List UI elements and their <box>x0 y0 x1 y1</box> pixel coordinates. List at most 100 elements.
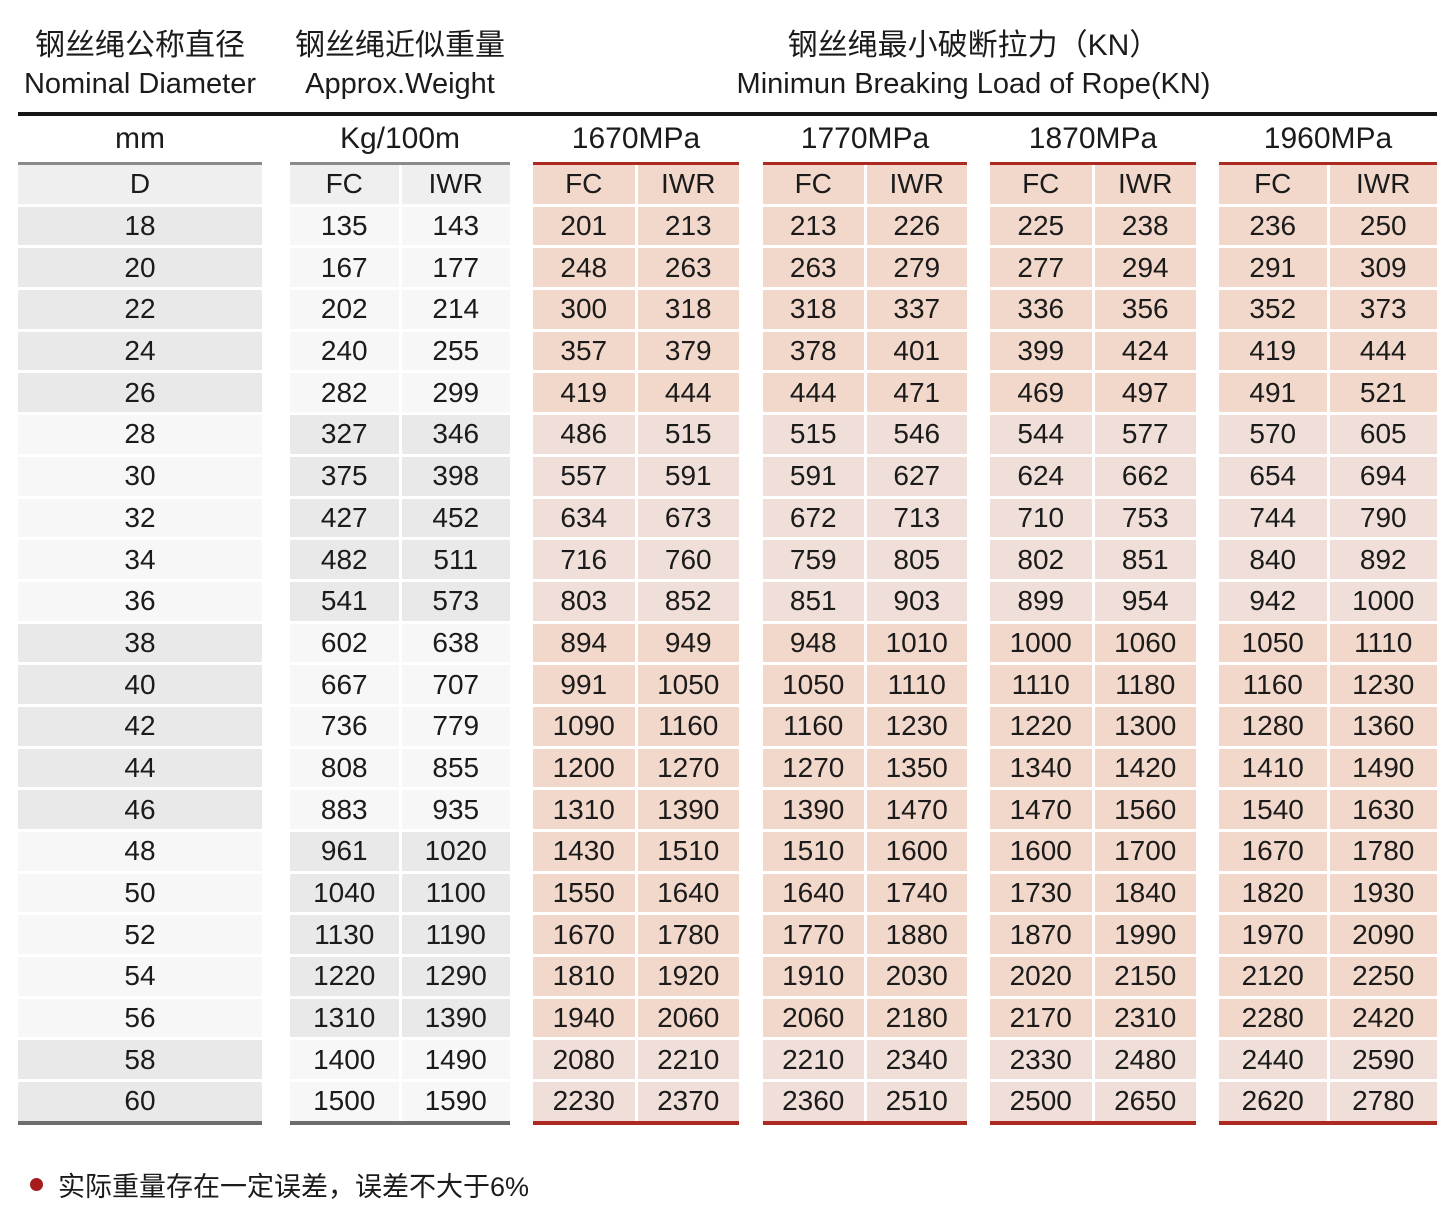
table-cell: 318 <box>637 290 739 329</box>
table-cell: 1230 <box>1329 665 1437 704</box>
table-cell: 263 <box>637 248 739 288</box>
table-cell: 1000 <box>990 623 1092 663</box>
table-cell: 855 <box>401 748 510 788</box>
table-cell: 1550 <box>533 873 635 913</box>
table-cell: 2650 <box>1094 1082 1196 1121</box>
table-cell: 38 <box>18 623 262 663</box>
rope-spec-table: mm D 18 20 22 24 26 28 30 32 34 36 38 40 42 44 46 48 50 52… <box>18 116 1456 1125</box>
column-group-diameter: mm D 18 20 22 24 26 28 30 32 34 36 38 40 42 44 46 48 50 52… <box>18 116 262 1125</box>
table-cell: 1340 <box>990 748 1092 788</box>
table-cell: 1560 <box>1094 790 1196 829</box>
column-group-1770mpa: 1770MPa FC IWR 213 226 263 279 318 337 378 401 444… <box>763 116 967 1125</box>
divider <box>290 1120 510 1125</box>
divider <box>763 1120 967 1125</box>
column-group-1870mpa: 1870MPa FC IWR 225 238 277 294 336 356 399 424 469… <box>990 116 1196 1125</box>
table-cell: 2180 <box>866 998 967 1038</box>
table-cell: 1110 <box>990 665 1092 704</box>
table-cell: 2060 <box>637 998 739 1038</box>
table-cell: 213 <box>637 206 739 246</box>
table-cell: 1230 <box>866 706 967 746</box>
column-header-1870mpa: 1870MPa <box>990 116 1196 162</box>
table-cell: 201 <box>533 206 635 246</box>
table-cell: 497 <box>1094 373 1196 413</box>
table-cell: 250 <box>1329 206 1437 246</box>
table-cell: 1390 <box>763 790 864 829</box>
table-cell: 1270 <box>763 748 864 788</box>
table-cell: 26 <box>18 373 262 413</box>
table-cell: 202 <box>290 290 399 329</box>
table-cell: 282 <box>290 373 399 413</box>
table-cell: 318 <box>763 290 864 329</box>
table-cell: 753 <box>1094 498 1196 538</box>
table-cell: 521 <box>1329 373 1437 413</box>
table-cell: 779 <box>401 706 510 746</box>
table-cell: 378 <box>763 331 864 371</box>
table-cell: 840 <box>1219 540 1327 579</box>
table-cell: 2480 <box>1094 1040 1196 1080</box>
table-cell: 248 <box>533 248 635 288</box>
table-cell: 46 <box>18 790 262 829</box>
table-cell: 34 <box>18 540 262 579</box>
table-cell: 2080 <box>533 1040 635 1080</box>
table-cell: 2360 <box>763 1082 864 1121</box>
table-cell: 1020 <box>401 832 510 871</box>
column-group-1960mpa: 1960MPa FC IWR 236 250 291 309 352 373 419 444 491… <box>1219 116 1437 1125</box>
table-cell: 337 <box>866 290 967 329</box>
divider <box>1219 162 1437 165</box>
table-cell: 469 <box>990 373 1092 413</box>
table-cell: 948 <box>763 623 864 663</box>
title-breaking-load-en: Minimun Breaking Load of Rope(KN) <box>736 68 1211 100</box>
table-cell: 899 <box>990 581 1092 621</box>
table-cell: 1470 <box>990 790 1092 829</box>
divider <box>290 162 510 165</box>
table-cell: 1780 <box>1329 832 1437 871</box>
table-cell: 1920 <box>637 957 739 996</box>
table-cell: 2170 <box>990 998 1092 1038</box>
table-cell: 935 <box>401 790 510 829</box>
grade-1870-cells: FC IWR 225 238 277 294 336 356 399 424 469 497 544 57… <box>990 165 1196 1121</box>
table-cell: 654 <box>1219 456 1327 496</box>
divider <box>1219 1120 1437 1125</box>
table-cell: 759 <box>763 540 864 579</box>
table-cell: 22 <box>18 290 262 329</box>
subheader-cell: FC <box>763 165 864 204</box>
table-cell: 1470 <box>866 790 967 829</box>
table-cell: 541 <box>290 581 399 621</box>
title-breaking-load-zh: 钢丝绳最小破断拉力（KN） <box>787 29 1160 62</box>
divider <box>18 162 262 165</box>
table-cell: 1490 <box>1329 748 1437 788</box>
table-cell: 30 <box>18 456 262 496</box>
table-cell: 1180 <box>1094 665 1196 704</box>
table-cell: 2120 <box>1219 957 1327 996</box>
table-cell: 1300 <box>1094 706 1196 746</box>
table-cell: 2280 <box>1219 998 1327 1038</box>
table-cell: 634 <box>533 498 635 538</box>
table-cell: 1870 <box>990 915 1092 955</box>
table-cell: 398 <box>401 456 510 496</box>
table-cell: 1600 <box>990 832 1092 871</box>
table-cell: 736 <box>290 706 399 746</box>
diameter-column-cells: D 18 20 22 24 26 28 30 32 34 36 38 40 42 44 46 48 50 52 54 5… <box>18 165 262 1121</box>
table-cell: 1810 <box>533 957 635 996</box>
table-cell: 36 <box>18 581 262 621</box>
table-cell: 20 <box>18 248 262 288</box>
table-cell: 444 <box>1329 331 1437 371</box>
table-cell: 279 <box>866 248 967 288</box>
table-cell: 482 <box>290 540 399 579</box>
table-cell: 214 <box>401 290 510 329</box>
table-cell: 1700 <box>1094 832 1196 871</box>
table-cell: 1590 <box>401 1082 510 1121</box>
table-cell: 1310 <box>533 790 635 829</box>
table-cell: 1100 <box>401 873 510 913</box>
table-cell: 2370 <box>637 1082 739 1121</box>
table-cell: 56 <box>18 998 262 1038</box>
table-cell: 225 <box>990 206 1092 246</box>
table-cell: 511 <box>401 540 510 579</box>
table-cell: 236 <box>1219 206 1327 246</box>
table-cell: 573 <box>401 581 510 621</box>
table-cell: 167 <box>290 248 399 288</box>
divider <box>533 162 739 165</box>
table-cell: 1430 <box>533 832 635 871</box>
table-cell: 694 <box>1329 456 1437 496</box>
column-header-1670mpa: 1670MPa <box>533 116 739 162</box>
